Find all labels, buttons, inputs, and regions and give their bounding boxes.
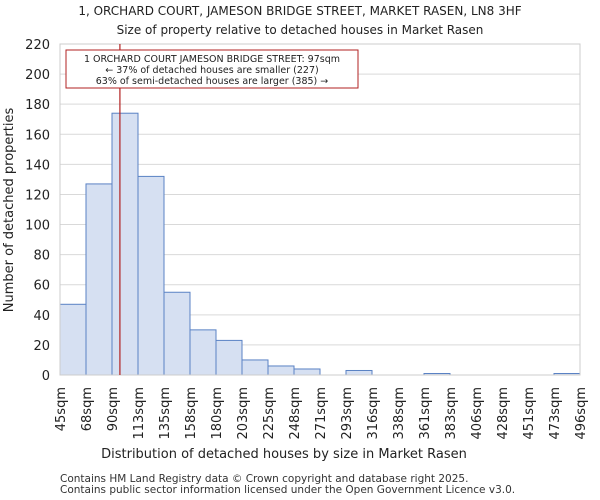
y-tick-label: 200 <box>25 68 50 83</box>
x-tick-label: 406sqm <box>470 387 485 440</box>
y-tick-label: 140 <box>25 158 50 173</box>
chart-subtitle: Size of property relative to detached ho… <box>117 23 484 37</box>
y-tick-label: 40 <box>33 309 50 324</box>
histogram-bar <box>59 303 87 376</box>
x-tick-label: 158sqm <box>184 387 199 440</box>
x-tick-label: 45sqm <box>54 387 69 431</box>
x-tick-label: 361sqm <box>418 387 433 440</box>
y-tick-label: 100 <box>25 219 50 234</box>
x-axis-title: Distribution of detached houses by size … <box>101 447 467 462</box>
y-tick-label: 120 <box>25 188 50 203</box>
y-tick-label: 80 <box>33 249 50 264</box>
y-tick-label: 0 <box>42 369 50 384</box>
annotation-line: ← 37% of detached houses are smaller (22… <box>105 65 318 76</box>
x-tick-label: 316sqm <box>366 387 381 440</box>
x-tick-label: 90sqm <box>106 387 121 431</box>
annotation-line: 1 ORCHARD COURT JAMESON BRIDGE STREET: 9… <box>84 54 340 65</box>
x-tick-label: 428sqm <box>496 387 511 440</box>
x-tick-label: 293sqm <box>340 387 355 440</box>
histogram-bar <box>111 112 139 376</box>
y-tick-label: 160 <box>25 128 50 143</box>
y-tick-label: 180 <box>25 98 50 113</box>
x-tick-label: 383sqm <box>444 387 459 440</box>
y-tick-label: 20 <box>33 339 50 354</box>
x-tick-label: 496sqm <box>574 387 589 440</box>
histogram-bar <box>215 339 243 376</box>
footer-attribution-2: Contains public sector information licen… <box>60 484 516 496</box>
histogram-bar <box>163 291 191 376</box>
bars <box>59 112 581 376</box>
x-tick-label: 180sqm <box>210 387 225 440</box>
chart-title: 1, ORCHARD COURT, JAMESON BRIDGE STREET,… <box>78 4 521 18</box>
annotation-line: 63% of semi-detached houses are larger (… <box>96 76 329 87</box>
y-tick-label: 220 <box>25 38 50 53</box>
x-tick-label: 225sqm <box>262 387 277 440</box>
y-axis-title: Number of detached properties <box>2 108 17 313</box>
x-axis-ticks: 45sqm 68sqm 90sqm 113sqm 135sqm 158sqm 180sqm 2… <box>54 387 589 440</box>
histogram-bar <box>293 368 321 376</box>
histogram-bar <box>345 369 373 376</box>
x-tick-label: 135sqm <box>158 387 173 440</box>
x-tick-label: 451sqm <box>522 387 537 440</box>
plot-frame <box>59 43 581 376</box>
y-tick-label: 60 <box>33 279 50 294</box>
annotation-frame <box>65 49 359 89</box>
histogram-bar <box>85 183 113 376</box>
x-tick-label: 248sqm <box>288 387 303 440</box>
x-tick-label: 113sqm <box>132 387 147 440</box>
x-tick-label: 473sqm <box>548 387 563 440</box>
x-tick-label: 271sqm <box>314 387 329 440</box>
histogram-bar <box>137 175 165 376</box>
x-tick-label: 338sqm <box>392 387 407 440</box>
histogram-bar <box>267 365 295 376</box>
x-tick-label: 203sqm <box>236 387 251 440</box>
histogram-bar <box>189 329 217 376</box>
footer-attribution-1: Contains HM Land Registry data © Crown c… <box>60 473 469 485</box>
x-tick-label: 68sqm <box>80 387 95 431</box>
annotation-box: 1 ORCHARD COURT JAMESON BRIDGE STREET: 9… <box>65 49 359 89</box>
histogram-bar <box>241 359 269 376</box>
y-axis-ticks: 0 20 40 60 80 100 120 140 160 180 200 220 <box>25 38 50 384</box>
